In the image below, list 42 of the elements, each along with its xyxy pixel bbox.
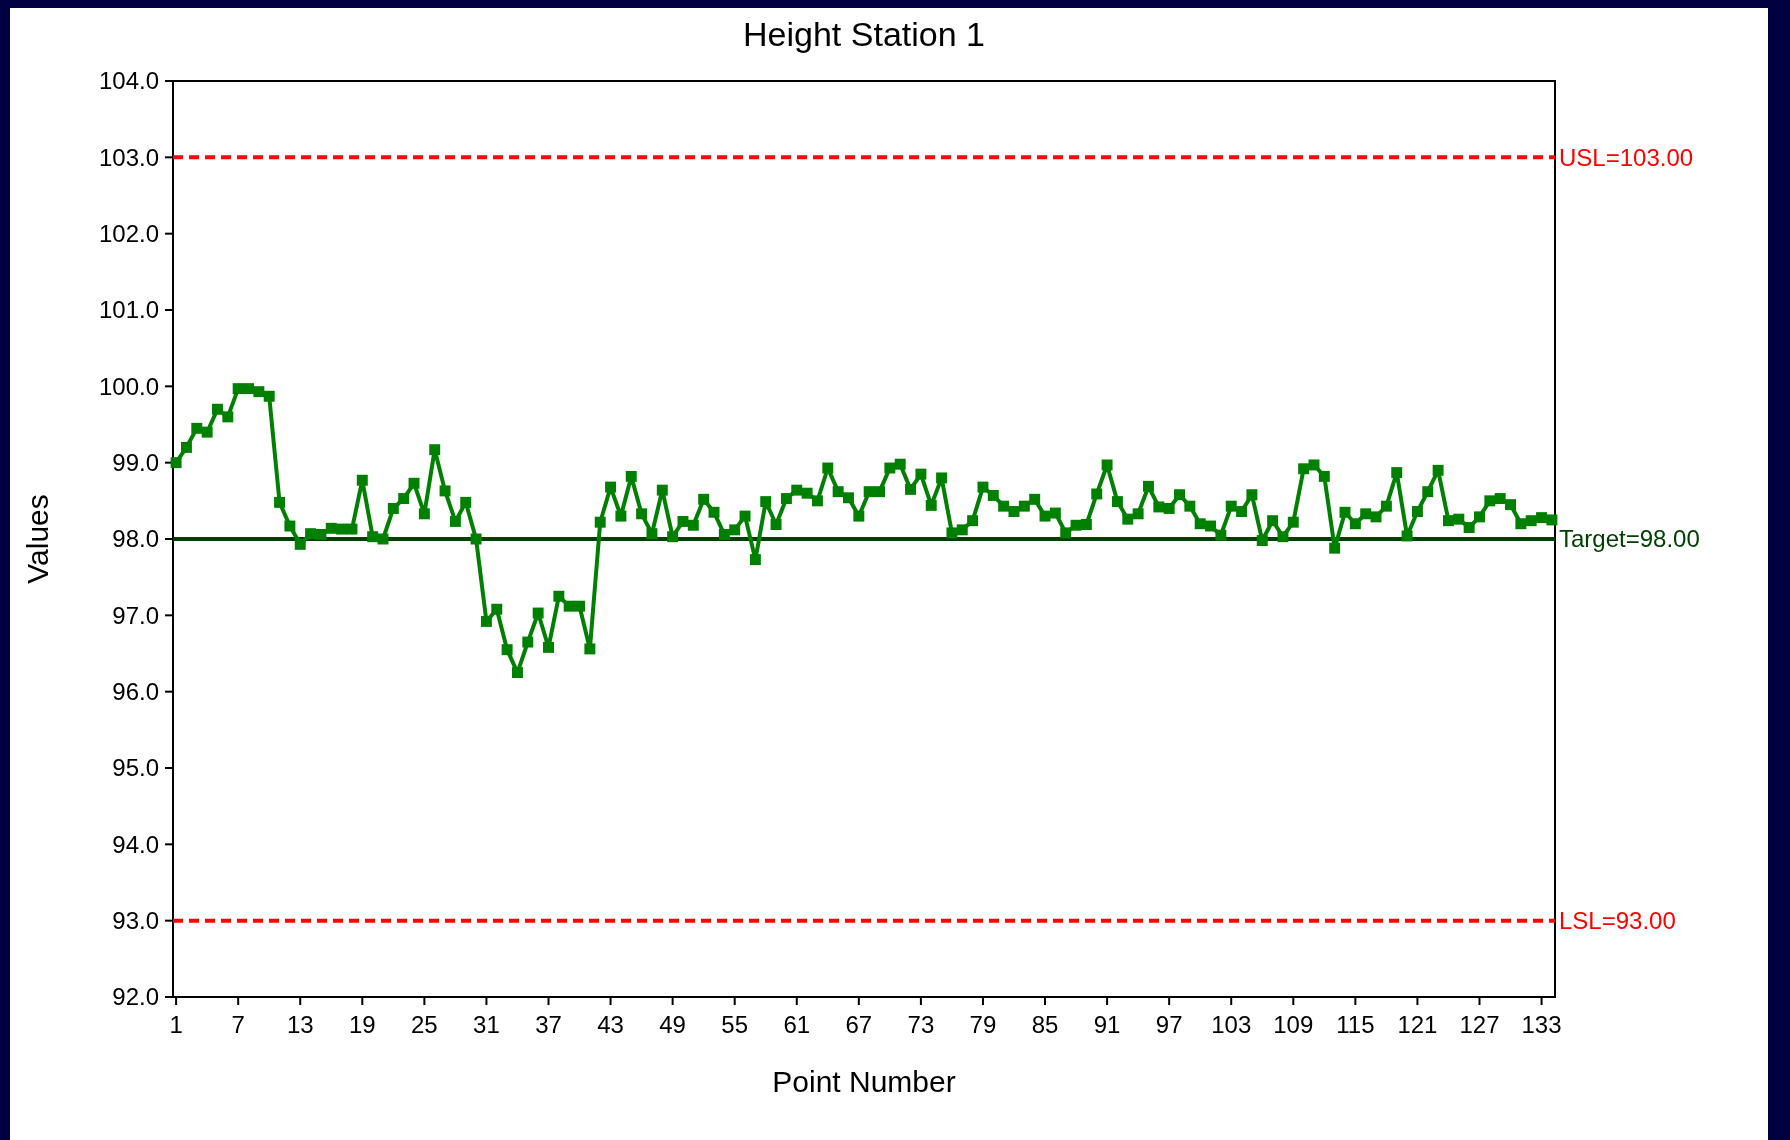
- x-tick-label: 73: [907, 1011, 935, 1038]
- y-tick-label: 102.0: [98, 220, 159, 248]
- x-tick-label: 115: [1336, 1011, 1375, 1038]
- x-tick-label: 37: [535, 1011, 562, 1038]
- y-tick-label: 93.0: [112, 907, 159, 935]
- x-tick-label: 31: [473, 1011, 500, 1038]
- x-tick-label: 85: [1031, 1011, 1059, 1038]
- x-tick-label: 25: [411, 1011, 438, 1038]
- x-tick-label: 97: [1155, 1011, 1183, 1038]
- y-tick-label: 104.0: [98, 67, 159, 95]
- y-tick-label: 96.0: [112, 678, 159, 706]
- x-tick-label: 61: [783, 1011, 811, 1038]
- x-tick-label: 109: [1273, 1011, 1314, 1038]
- y-tick-label: 95.0: [112, 754, 159, 782]
- x-tick-label: 133: [1521, 1011, 1562, 1038]
- y-tick-label: 103.0: [98, 143, 159, 171]
- ref-line-label: USL=103.00: [1559, 143, 1694, 171]
- y-tick-label: 97.0: [112, 601, 159, 629]
- y-tick-label: 99.0: [112, 449, 159, 477]
- ref-line-label: Target=98.00: [1559, 525, 1700, 553]
- x-axis-title: Point Number: [772, 1065, 956, 1098]
- x-tick-label: 127: [1459, 1011, 1500, 1038]
- y-tick-label: 100.0: [98, 372, 159, 400]
- x-tick-label: 13: [286, 1011, 314, 1038]
- y-tick-label: 101.0: [98, 296, 159, 324]
- x-tick-label: 91: [1093, 1011, 1121, 1038]
- x-tick-label: 7: [231, 1011, 245, 1038]
- x-tick-label: 67: [845, 1011, 873, 1038]
- ref-line-label: LSL=93.00: [1559, 907, 1676, 935]
- x-tick-label: 19: [348, 1011, 376, 1038]
- x-tick-label: 43: [597, 1011, 624, 1038]
- x-tick-label: 55: [721, 1011, 749, 1038]
- x-tick-label: 49: [659, 1011, 686, 1038]
- y-tick-label: 94.0: [112, 830, 159, 858]
- x-tick-label: 79: [969, 1011, 997, 1038]
- x-tick-label: 103: [1211, 1011, 1252, 1038]
- y-tick-label: 98.0: [112, 525, 159, 553]
- chart-title: Height Station 1: [743, 15, 985, 53]
- x-tick-label: 1: [169, 1011, 183, 1038]
- x-tick-label: 121: [1397, 1011, 1438, 1038]
- y-axis-title: Values: [21, 494, 54, 584]
- y-tick-label: 92.0: [112, 983, 159, 1011]
